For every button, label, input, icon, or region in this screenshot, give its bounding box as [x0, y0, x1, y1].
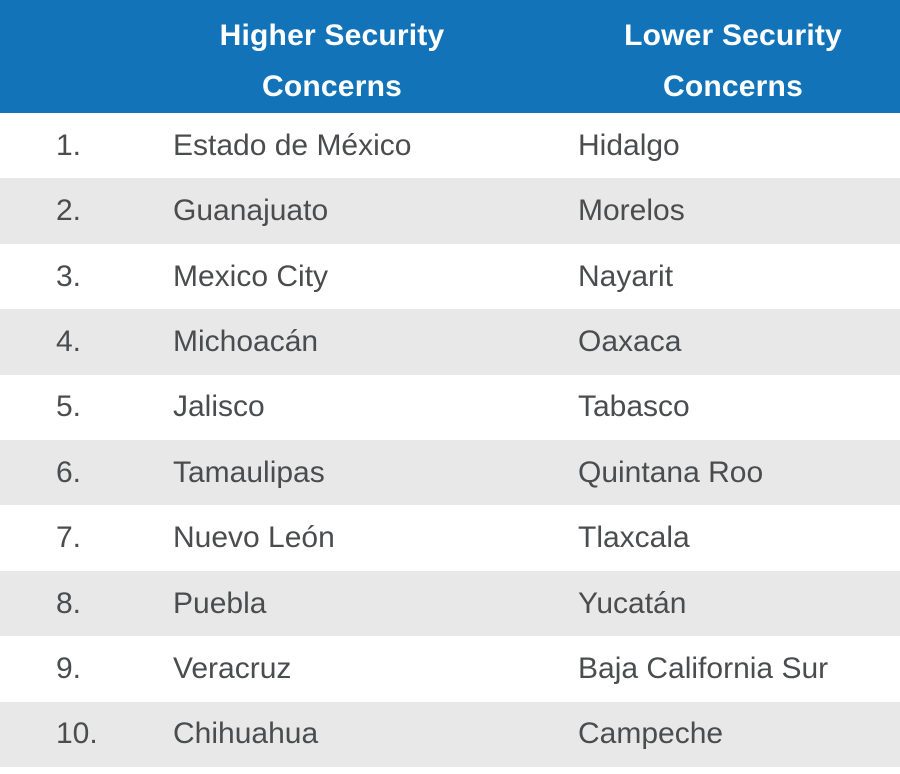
- rank-cell: 7.: [56, 521, 82, 555]
- column-header-lower-security: Lower Security Concerns: [624, 10, 842, 112]
- rank-cell: 6.: [56, 455, 82, 489]
- table-row: 8. Puebla Yucatán: [0, 570, 900, 637]
- lower-security-state-cell: Tlaxcala: [578, 521, 690, 555]
- lower-security-state-cell: Hidalgo: [578, 128, 680, 162]
- lower-security-state-cell: Nayarit: [578, 259, 674, 293]
- higher-security-state-cell: Tamaulipas: [173, 455, 325, 489]
- rank-cell: 2.: [56, 194, 82, 228]
- table-row: 9. Veracruz Baja California Sur: [0, 636, 900, 702]
- rank-cell: 4.: [56, 324, 82, 358]
- higher-security-state-cell: Chihuahua: [173, 717, 319, 751]
- table-row: 1. Estado de México Hidalgo: [0, 113, 900, 179]
- higher-security-state-cell: Michoacán: [173, 324, 319, 358]
- column-header-lower-line1: Lower Security: [624, 18, 842, 52]
- lower-security-state-cell: Morelos: [578, 194, 685, 228]
- higher-security-state-cell: Puebla: [173, 586, 267, 620]
- rank-cell: 3.: [56, 259, 82, 293]
- table-row: 2. Guanajuato Morelos: [0, 178, 900, 244]
- column-header-higher-security: Higher Security Concerns: [220, 10, 445, 112]
- lower-security-state-cell: Campeche: [578, 717, 724, 751]
- table-header: Higher Security Concerns Lower Security …: [0, 0, 900, 113]
- ranking-table-body: 1. Estado de México Hidalgo 2. Guanajuat…: [0, 113, 900, 768]
- higher-security-state-cell: Jalisco: [173, 390, 265, 424]
- table-row: 5. Jalisco Tabasco: [0, 374, 900, 441]
- column-header-higher-line2: Concerns: [262, 69, 402, 103]
- lower-security-state-cell: Oaxaca: [578, 324, 682, 358]
- rank-cell: 9.: [56, 651, 82, 685]
- rank-cell: 5.: [56, 390, 82, 424]
- table-row: 6. Tamaulipas Quintana Roo: [0, 440, 900, 506]
- higher-security-state-cell: Nuevo León: [173, 521, 335, 555]
- rank-cell: 10.: [56, 717, 98, 751]
- rank-cell: 1.: [56, 128, 82, 162]
- table-row: 4. Michoacán Oaxaca: [0, 309, 900, 375]
- table-row: 7. Nuevo León Tlaxcala: [0, 505, 900, 571]
- higher-security-state-cell: Guanajuato: [173, 194, 329, 228]
- table-row: 10. Chihuahua Campeche: [0, 701, 900, 768]
- rank-cell: 8.: [56, 586, 82, 620]
- higher-security-state-cell: Estado de México: [173, 128, 412, 162]
- lower-security-state-cell: Yucatán: [578, 586, 687, 620]
- column-header-higher-line1: Higher Security: [219, 18, 445, 52]
- lower-security-state-cell: Baja California Sur: [578, 651, 829, 685]
- column-header-lower-line2: Concerns: [663, 69, 803, 103]
- higher-security-state-cell: Mexico City: [173, 259, 329, 293]
- table-row: 3. Mexico City Nayarit: [0, 243, 900, 310]
- lower-security-state-cell: Tabasco: [578, 390, 690, 424]
- lower-security-state-cell: Quintana Roo: [578, 455, 764, 489]
- higher-security-state-cell: Veracruz: [173, 651, 292, 685]
